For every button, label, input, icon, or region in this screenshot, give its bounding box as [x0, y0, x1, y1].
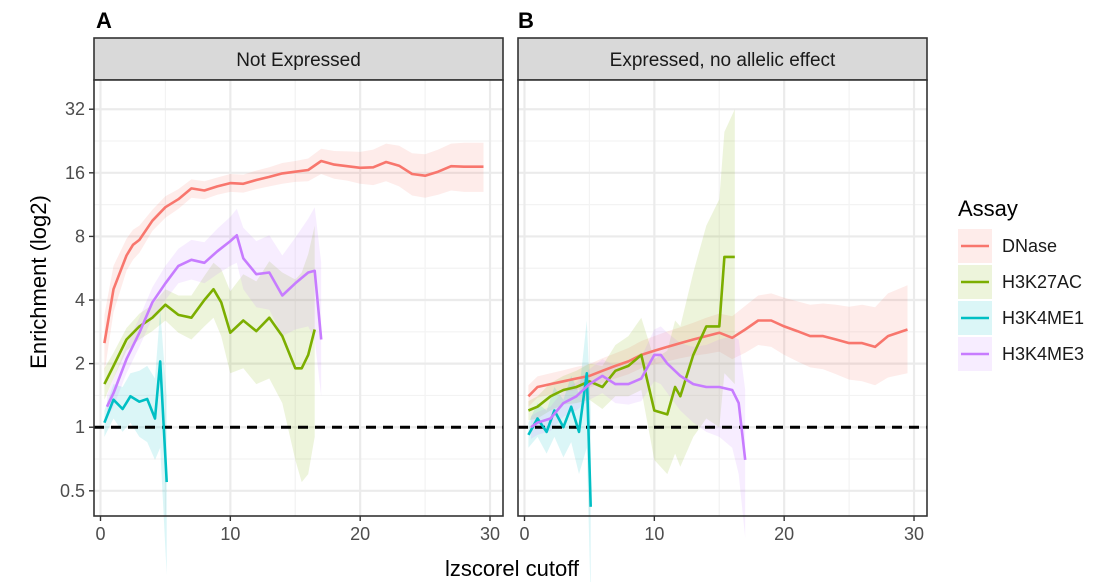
x-tick-label: 10 [644, 524, 664, 544]
series-line-h3k4me3 [105, 234, 323, 408]
x-tick-label: 30 [480, 524, 500, 544]
y-tick-label: 0.5 [60, 481, 85, 501]
ribbon-h3k4me3 [107, 207, 322, 419]
x-tick-label: 20 [774, 524, 794, 544]
facet-strip [93, 37, 504, 81]
ribbon-dnase [104, 142, 484, 374]
panel-letter: B [518, 8, 534, 33]
facet-title: Not Expressed [236, 50, 361, 71]
y-tick-label: 32 [65, 99, 85, 119]
ribbon-dnase [528, 285, 908, 407]
series-line-h3k4me3 [530, 353, 747, 461]
panel-border [517, 79, 928, 517]
ribbon-h3k4me1 [104, 309, 167, 575]
legend-item-h3k27ac: H3K27AC [958, 265, 1082, 299]
panel-border [93, 79, 504, 517]
legend-label: H3K4ME3 [1002, 344, 1084, 364]
facet-title: Expressed, no allelic effect [610, 50, 836, 71]
facet-strip [517, 37, 928, 81]
legend-item-h3k4me3: H3K4ME3 [958, 337, 1084, 371]
y-tick-label: 4 [75, 290, 85, 310]
panel-a: A Not Expressed 0 10 20 30 0.5 1 2 4 8 16 32 [60, 8, 504, 575]
panel-b: B Expressed, no allelic effect 0 10 20 30 [517, 8, 928, 582]
y-axis-title: Enrichment (log2) [26, 195, 51, 369]
x-axis-title: lzscorel cutoff [445, 556, 580, 581]
series-line-h3k27ac [527, 255, 735, 416]
legend-label: H3K27AC [1002, 272, 1082, 292]
legend-item-h3k4me1: H3K4ME1 [958, 301, 1084, 335]
y-tick-label: 16 [65, 163, 85, 183]
x-tick-label: 0 [95, 524, 105, 544]
x-tick-label: 0 [519, 524, 529, 544]
series-line-dnase [103, 159, 484, 344]
legend-title: Assay [958, 196, 1018, 221]
legend: Assay DNase H3K27AC H3K4ME1 H3K4ME3 [958, 196, 1084, 371]
y-tick-label: 2 [75, 354, 85, 374]
ribbon-h3k27ac [104, 225, 315, 483]
x-tick-label: 20 [350, 524, 370, 544]
y-tick-label: 1 [75, 417, 85, 437]
legend-label: DNase [1002, 236, 1057, 256]
plot-background [94, 80, 503, 516]
legend-label: H3K4ME1 [1002, 308, 1084, 328]
y-tick-label: 8 [75, 226, 85, 246]
x-tick-label: 30 [904, 524, 924, 544]
series-line-h3k4me1 [103, 360, 168, 483]
ribbon-h3k4me3 [531, 326, 746, 538]
panels: A Not Expressed 0 10 20 30 0.5 1 2 4 8 16 32 B Express… [60, 8, 928, 582]
panel-letter: A [96, 8, 112, 33]
x-tick-label: 10 [220, 524, 240, 544]
legend-item-dnase: DNase [958, 229, 1057, 263]
ribbon-h3k4me1 [528, 320, 591, 582]
